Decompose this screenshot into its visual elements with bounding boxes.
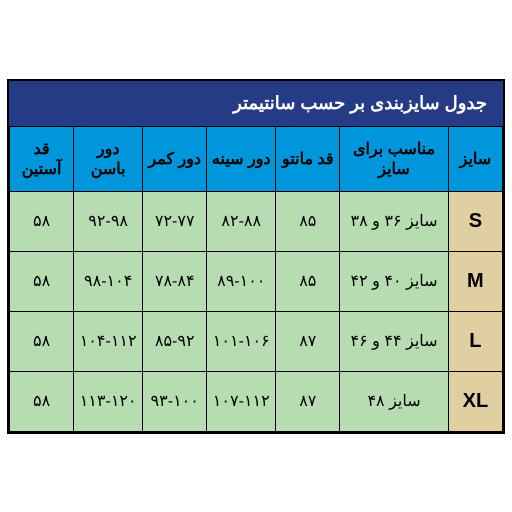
cell-waist: ۸۵-۹۲	[143, 311, 207, 371]
cell-hip: ۹۸-۱۰۴	[74, 251, 143, 311]
cell-waist: ۷۸-۸۴	[143, 251, 207, 311]
cell-size: M	[448, 251, 502, 311]
col-length: قد مانتو	[276, 126, 340, 191]
cell-waist: ۹۳-۱۰۰	[143, 371, 207, 431]
size-chart: جدول سایزبندی بر حسب سانتیمتر سایز مناسب…	[7, 79, 505, 434]
cell-sleeve: ۵۸	[10, 371, 74, 431]
cell-fit: سایز ۴۰ و ۴۲	[340, 251, 448, 311]
cell-length: ۸۷	[276, 311, 340, 371]
cell-length: ۸۷	[276, 371, 340, 431]
cell-bust: ۸۹-۱۰۰	[207, 251, 276, 311]
cell-size: L	[448, 311, 502, 371]
table-row: L سایز ۴۴ و ۴۶ ۸۷ ۱۰۱-۱۰۶ ۸۵-۹۲ ۱۰۴-۱۱۲ …	[10, 311, 503, 371]
table-body: S سایز ۳۶ و ۳۸ ۸۵ ۸۲-۸۸ ۷۲-۷۷ ۹۲-۹۸ ۵۸ M…	[10, 191, 503, 431]
table-header-row: سایز مناسب برای سایز قد مانتو دور سینه د…	[10, 126, 503, 191]
col-waist: دور کمر	[143, 126, 207, 191]
size-table: سایز مناسب برای سایز قد مانتو دور سینه د…	[9, 126, 503, 432]
col-sleeve: قد آستین	[10, 126, 74, 191]
cell-size: XL	[448, 371, 502, 431]
table-row: M سایز ۴۰ و ۴۲ ۸۵ ۸۹-۱۰۰ ۷۸-۸۴ ۹۸-۱۰۴ ۵۸	[10, 251, 503, 311]
cell-size: S	[448, 191, 502, 251]
cell-length: ۸۵	[276, 251, 340, 311]
cell-waist: ۷۲-۷۷	[143, 191, 207, 251]
cell-fit: سایز ۴۴ و ۴۶	[340, 311, 448, 371]
col-size: سایز	[448, 126, 502, 191]
table-row: S سایز ۳۶ و ۳۸ ۸۵ ۸۲-۸۸ ۷۲-۷۷ ۹۲-۹۸ ۵۸	[10, 191, 503, 251]
table-row: XL سایز ۴۸ ۸۷ ۱۰۷-۱۱۲ ۹۳-۱۰۰ ۱۱۳-۱۲۰ ۵۸	[10, 371, 503, 431]
col-hip: دور باسن	[74, 126, 143, 191]
cell-hip: ۹۲-۹۸	[74, 191, 143, 251]
cell-sleeve: ۵۸	[10, 191, 74, 251]
cell-bust: ۱۰۷-۱۱۲	[207, 371, 276, 431]
cell-fit: سایز ۴۸	[340, 371, 448, 431]
col-fit: مناسب برای سایز	[340, 126, 448, 191]
cell-sleeve: ۵۸	[10, 311, 74, 371]
cell-bust: ۱۰۱-۱۰۶	[207, 311, 276, 371]
cell-hip: ۱۰۴-۱۱۲	[74, 311, 143, 371]
col-bust: دور سینه	[207, 126, 276, 191]
cell-hip: ۱۱۳-۱۲۰	[74, 371, 143, 431]
cell-sleeve: ۵۸	[10, 251, 74, 311]
cell-fit: سایز ۳۶ و ۳۸	[340, 191, 448, 251]
chart-title: جدول سایزبندی بر حسب سانتیمتر	[9, 81, 503, 126]
cell-bust: ۸۲-۸۸	[207, 191, 276, 251]
cell-length: ۸۵	[276, 191, 340, 251]
